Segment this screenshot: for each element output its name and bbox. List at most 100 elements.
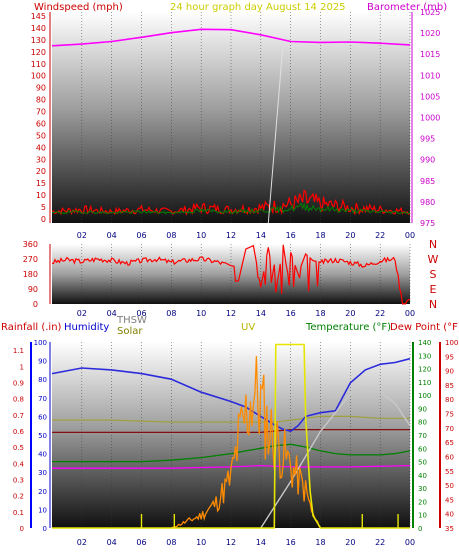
windspeed-tick-label: 20: [36, 167, 46, 176]
humidity-tick-label: 50: [38, 432, 47, 440]
windspeed-axis: 0 5 10 15 20 30 40 50 60 70 80 90 100 110 120 130 140 145: [31, 12, 51, 224]
barometer-tick-label: 985: [420, 177, 435, 186]
climate-hour-label: 12: [226, 538, 236, 547]
temperature-tick-label: 50: [418, 459, 427, 467]
windspeed-tick-label: 30: [36, 155, 46, 164]
temperature-axis: 0 10 20 30 40 50 60 70 80 90 100 110 120 130 140: [412, 339, 431, 533]
wind-direction-time-axis: 02 04 06 08 10 12 14 16 18 20 22 00: [77, 309, 415, 318]
dewpoint-tick-label: 100: [445, 339, 458, 347]
humidity-axis-title: Humidity: [64, 322, 109, 333]
wind-direction-tick-label: 0: [33, 300, 38, 309]
compass-label: W: [428, 253, 439, 266]
climate-panel: 0 0.1 0.2 0.3 0.4 0.5 0.6 0.7 0.8 0.9 1 1.1 0 10 20 30…: [13, 339, 459, 547]
wind-direction-tick-label: 360: [23, 240, 38, 249]
humidity-axis: 0 10 20 30 40 50 60 70 80 90 100: [34, 339, 51, 533]
uv-line: [52, 343, 410, 529]
wind-baro-panel: 0510152030405060708090100110120130140145…: [31, 8, 441, 240]
barometer-tick-label: 1000: [420, 114, 440, 123]
solar-label: Solar: [117, 326, 143, 337]
climate-hour-label: 14: [256, 538, 266, 547]
temperature-tick-label: 130: [418, 352, 431, 360]
compass-label: N: [429, 298, 437, 311]
temperature-tick-label: 80: [418, 419, 427, 427]
humidity-tick-label: 100: [34, 339, 47, 347]
barometer-axis: 975 980 985 990 995 1000 1005 1010 1015 1020 1025: [411, 8, 440, 228]
windspeed-tick-label: 40: [36, 143, 46, 152]
dewpoint-tick-label: 70: [445, 425, 454, 433]
climate-hour-label: 00: [405, 538, 415, 547]
windspeed-tick-label: 0: [41, 215, 46, 224]
climate-hour-label: 18: [315, 538, 325, 547]
windspeed-tick-label: 130: [31, 36, 46, 45]
windspeed-tick-label: 15: [36, 179, 46, 188]
humidity-line: [51, 357, 411, 433]
rainfall-tick-label: 0.4: [13, 460, 25, 468]
barometer-tick-label: 1025: [420, 8, 440, 17]
wind-direction-tick-label: 270: [23, 255, 38, 264]
solar-line: [52, 415, 410, 423]
windspeed-tick-label: 80: [36, 96, 46, 105]
heat-index-line: [52, 464, 411, 469]
wind-direction-hour-label: 18: [315, 309, 325, 318]
rainfall-axis: 0 0.1 0.2 0.3 0.4 0.5 0.6 0.7 0.8 0.9 1 1.1: [13, 342, 32, 533]
wind-direction-tick-label: 180: [23, 270, 38, 279]
wind-baro-hour-label: 20: [345, 231, 355, 240]
uv-label: UV: [241, 322, 255, 333]
temperature-tick-label: 40: [418, 472, 427, 480]
rainfall-tick-label: 0.9: [13, 379, 24, 387]
compass-label: E: [430, 283, 437, 296]
windspeed-tick-label: 100: [31, 72, 46, 81]
rainfall-tick-label: 0: [20, 525, 24, 533]
wind-direction-hour-label: 00: [405, 309, 415, 318]
rainfall-tick-label: 1.1: [13, 347, 24, 355]
dewpoint-tick-label: 45: [445, 496, 454, 504]
rainfall-tick-label: 0.3: [13, 476, 24, 484]
wind-baro-hour-label: 10: [196, 231, 206, 240]
rain-rate-line: [170, 356, 321, 529]
rainfall-tick-label: 0.5: [13, 444, 24, 452]
wind-baro-hour-label: 14: [256, 231, 266, 240]
temperature-tick-label: 60: [418, 445, 427, 453]
dewpoint-line: [52, 429, 410, 433]
compass-label: N: [429, 238, 437, 251]
wind-baro-hour-label: 16: [286, 231, 296, 240]
windspeed-tick-label: 90: [36, 84, 46, 93]
windspeed-tick-label: 10: [36, 191, 46, 200]
wind-baro-hour-label: 18: [315, 231, 325, 240]
dewpoint-axis: 35 40 45 50 55 60 65 70 75 80 85 90 95 100: [439, 339, 458, 533]
temperature-tick-label: 10: [418, 512, 427, 520]
humidity-tick-label: 20: [38, 488, 47, 496]
dewpoint-tick-label: 40: [445, 511, 454, 519]
wind-direction-hour-label: 08: [166, 309, 176, 318]
wind-baro-hour-label: 12: [226, 231, 236, 240]
wind-baro-hour-label: 22: [375, 231, 385, 240]
temperature-axis-title: Temperature (°F): [305, 322, 391, 333]
windspeed-tick-label: 120: [31, 48, 46, 57]
wind-direction-tick-label: 90: [28, 285, 38, 294]
temperature-tick-label: 0: [418, 525, 422, 533]
wind-baro-hour-label: 02: [77, 231, 87, 240]
temperature-tick-label: 20: [418, 498, 427, 506]
barometer-axis-title: Barometer (mb): [367, 2, 447, 13]
humidity-tick-label: 70: [38, 395, 47, 403]
dewpoint-tick-label: 75: [445, 411, 454, 419]
thsw-label: THSW: [116, 315, 147, 326]
wind-direction-hour-label: 04: [107, 309, 117, 318]
wind-direction-hour-label: 06: [136, 309, 146, 318]
wind-baro-hour-label: 04: [107, 231, 117, 240]
wind-direction-hour-label: 22: [375, 309, 385, 318]
barometer-tick-label: 980: [420, 198, 435, 207]
dewpoint-tick-label: 35: [445, 525, 454, 533]
barometer-tick-label: 995: [420, 135, 435, 144]
rainfall-tick-label: 0.2: [13, 493, 24, 501]
temperature-tick-label: 110: [418, 379, 431, 387]
humidity-tick-label: 90: [38, 358, 47, 366]
dewpoint-tick-label: 65: [445, 439, 454, 447]
compass-label: S: [430, 268, 437, 281]
wind-baro-hour-label: 00: [405, 231, 415, 240]
climate-time-axis: 02 04 06 08 10 12 14 16 18 20 22 00: [77, 538, 415, 547]
rainfall-tick-label: 0.8: [13, 396, 24, 404]
climate-hour-label: 20: [345, 538, 355, 547]
climate-hour-label: 16: [286, 538, 296, 547]
climate-hour-label: 22: [375, 538, 385, 547]
